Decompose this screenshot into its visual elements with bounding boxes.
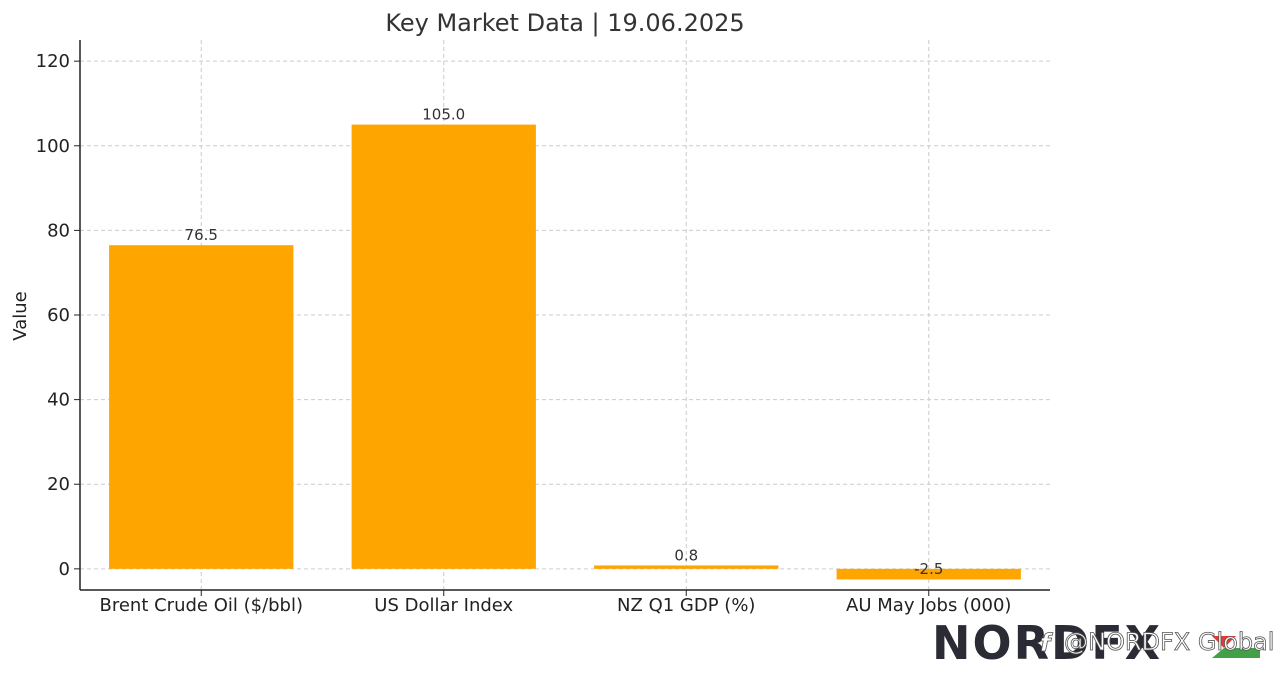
y-tick-label: 120 <box>36 51 70 72</box>
x-tick-label: US Dollar Index <box>374 595 513 616</box>
bars <box>109 124 1021 580</box>
bar <box>836 568 1021 580</box>
bar <box>351 124 536 569</box>
data-label: -2.5 <box>914 560 943 578</box>
bar <box>594 565 779 569</box>
axes <box>74 40 1050 596</box>
logo-text: NORDFX <box>932 616 1162 670</box>
bar <box>109 245 294 569</box>
y-tick-label: 40 <box>47 390 70 411</box>
logo-accent-green <box>1212 648 1260 658</box>
watermark: f @NORDFX Global <box>1040 628 1275 658</box>
y-tick-label: 100 <box>36 136 70 157</box>
nordfx-logo: NORDFX <box>932 616 1260 670</box>
x-tick-label: NZ Q1 GDP (%) <box>617 595 755 616</box>
labels: 0 20 40 60 80 100 120 76.5 105.0 0.8 -2.5 Brent Cru… <box>36 51 1012 616</box>
y-tick-label: 80 <box>47 220 70 241</box>
data-label: 105.0 <box>422 106 465 124</box>
facebook-icon: f <box>1040 629 1054 658</box>
svg-text:f: f <box>1040 629 1053 657</box>
y-axis-label: Value <box>10 291 31 340</box>
x-tick-label: Brent Crude Oil ($/bbl) <box>99 595 303 616</box>
data-label: 0.8 <box>674 546 698 564</box>
watermark-text: @NORDFX Global <box>1064 628 1274 656</box>
y-tick-label: 20 <box>47 474 70 495</box>
chart-title: Key Market Data | 19.06.2025 <box>385 9 744 37</box>
data-label: 76.5 <box>185 226 218 244</box>
y-tick-label: 60 <box>47 305 70 326</box>
y-tick-label: 0 <box>59 559 70 580</box>
logo-accent-red <box>1212 636 1236 648</box>
x-tick-label: AU May Jobs (000) <box>846 595 1011 616</box>
